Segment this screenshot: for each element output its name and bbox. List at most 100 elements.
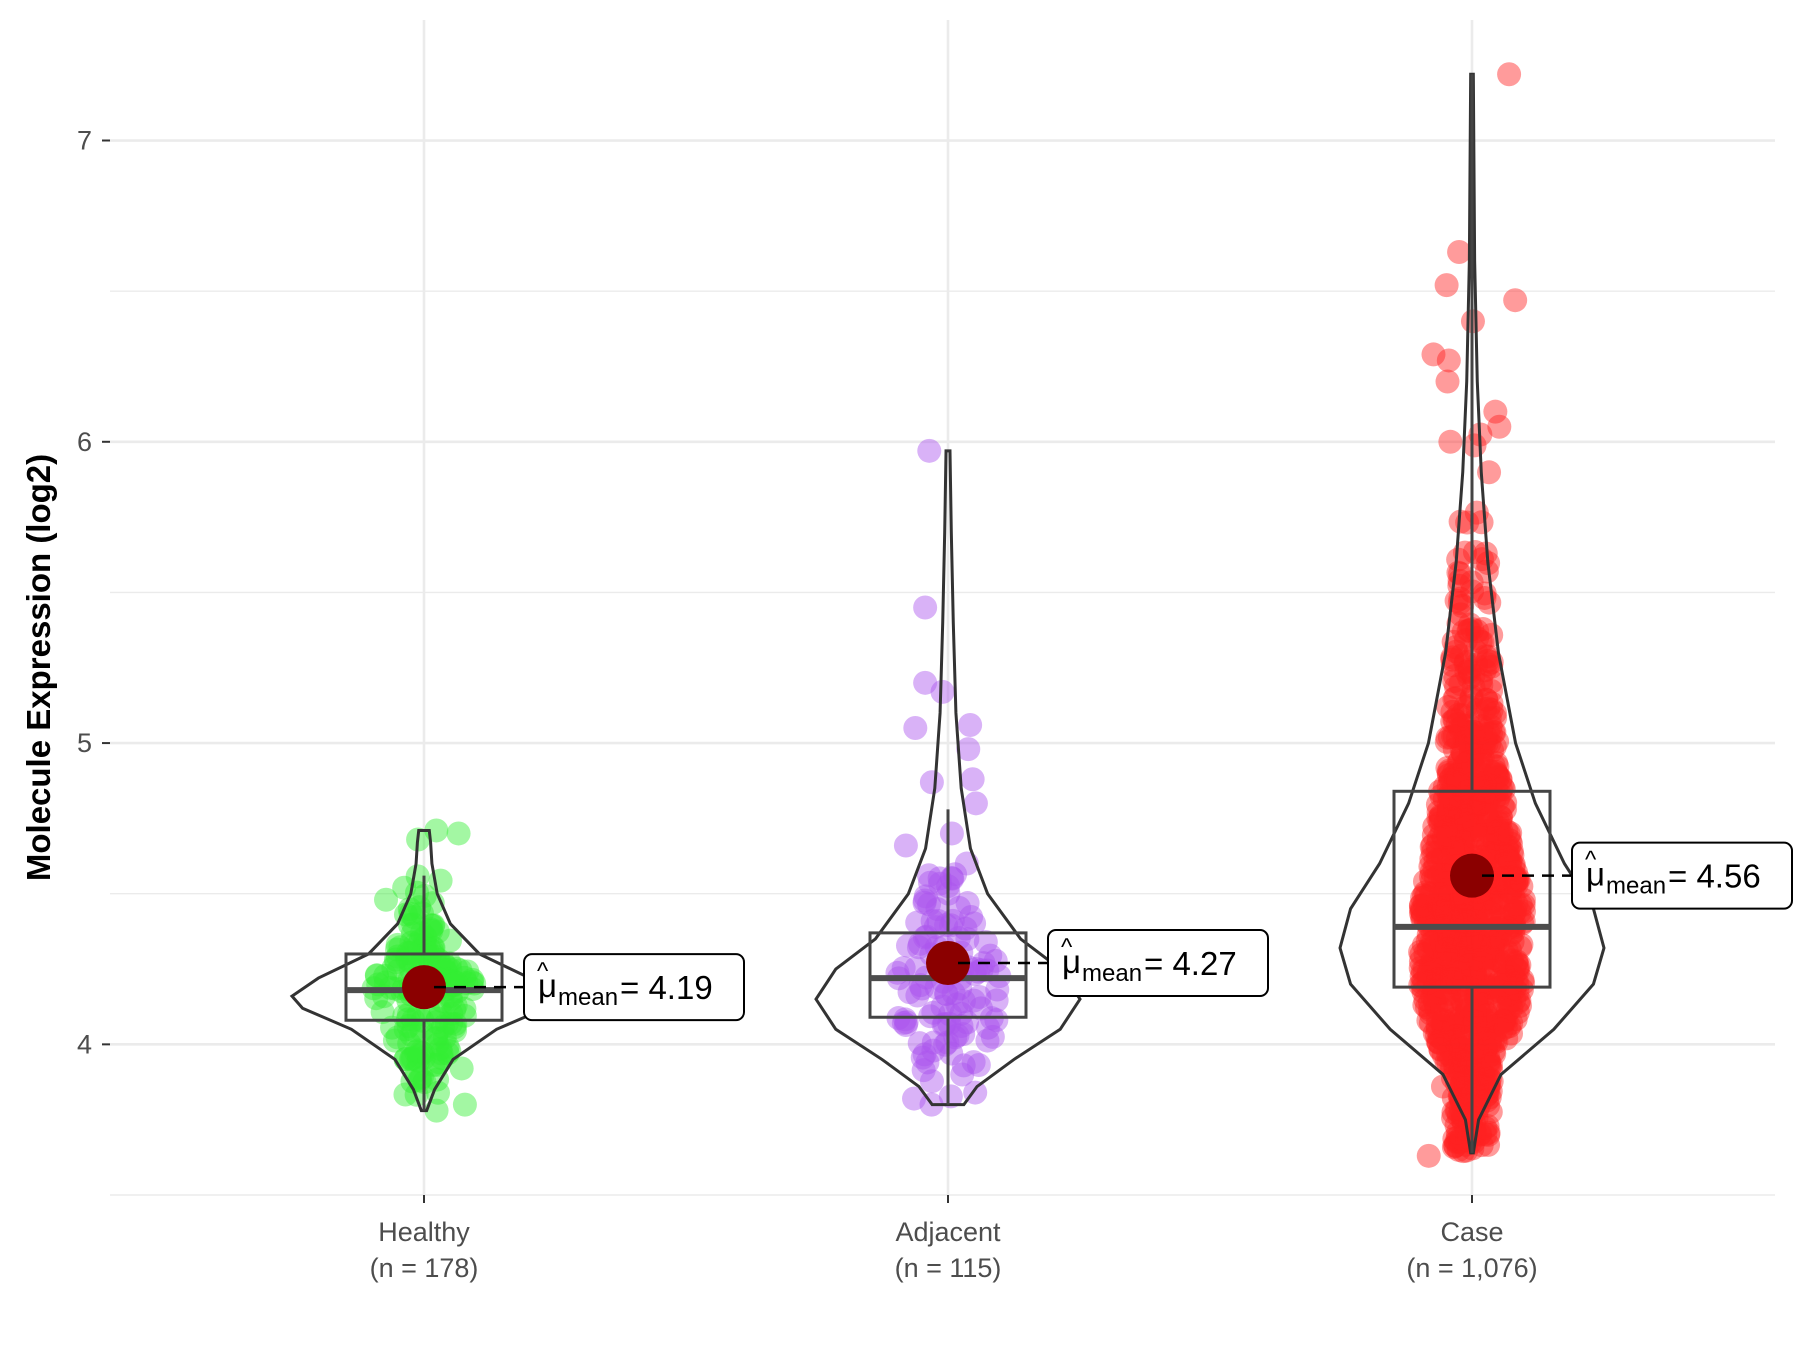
data-point — [452, 1092, 477, 1117]
data-point — [1428, 1037, 1453, 1062]
data-point — [893, 1012, 918, 1037]
data-point — [1450, 825, 1475, 850]
data-point — [1436, 1050, 1461, 1075]
data-point — [1466, 928, 1491, 953]
data-point — [1443, 763, 1468, 788]
data-point — [1470, 934, 1495, 959]
data-point — [1447, 760, 1472, 785]
data-point — [1463, 984, 1488, 1009]
data-point — [950, 1062, 975, 1087]
data-point — [1430, 1011, 1455, 1036]
data-point — [1461, 1054, 1486, 1079]
data-point — [1486, 933, 1511, 958]
data-point — [1462, 783, 1487, 808]
data-point — [1478, 900, 1503, 925]
data-point — [1447, 591, 1472, 616]
data-point — [1496, 965, 1521, 990]
mean-value-number: 4.19 — [648, 969, 712, 1006]
data-point — [1462, 956, 1487, 981]
data-point — [1474, 1036, 1499, 1061]
data-point — [904, 956, 929, 981]
data-point — [1453, 961, 1478, 986]
data-point — [1475, 1067, 1500, 1092]
data-point — [1418, 854, 1443, 879]
data-point — [1434, 729, 1459, 754]
data-point — [1417, 997, 1442, 1022]
data-point — [1441, 1135, 1466, 1160]
data-point — [1428, 882, 1453, 907]
box — [868, 931, 1028, 1019]
data-point — [1470, 745, 1495, 770]
data-point — [1443, 1028, 1468, 1053]
data-point — [1430, 1074, 1455, 1099]
data-point — [1438, 429, 1463, 454]
data-point — [1490, 865, 1515, 890]
data-point — [1447, 239, 1472, 264]
data-point — [431, 951, 456, 976]
data-point — [1428, 931, 1453, 956]
data-point — [1456, 694, 1481, 719]
data-point — [1456, 934, 1481, 959]
data-point — [1419, 881, 1444, 906]
data-point — [1468, 1072, 1493, 1097]
y-axis-title: Molecule Expression (log2) — [20, 454, 57, 881]
data-point — [1438, 970, 1463, 995]
data-point — [1436, 815, 1461, 840]
data-point — [1463, 963, 1488, 988]
data-point — [1427, 896, 1452, 921]
data-point — [1467, 1004, 1492, 1029]
data-point — [1499, 1011, 1524, 1036]
data-point — [1458, 1028, 1483, 1053]
data-point — [397, 1031, 422, 1056]
data-point — [407, 1066, 432, 1091]
data-point — [1446, 611, 1471, 636]
data-point — [917, 892, 942, 917]
data-point — [1474, 790, 1499, 815]
data-point — [1436, 804, 1461, 829]
data-point — [912, 888, 937, 913]
data-point — [1499, 839, 1524, 864]
data-point — [1478, 1028, 1503, 1053]
data-point — [1473, 729, 1498, 754]
data-point — [1508, 935, 1533, 960]
data-point — [1448, 672, 1473, 697]
data-point — [1503, 860, 1528, 885]
data-point — [1463, 1063, 1488, 1088]
data-point — [1469, 510, 1494, 535]
data-point — [1451, 1111, 1476, 1136]
data-point — [1428, 807, 1453, 832]
data-point — [1419, 931, 1444, 956]
data-point — [1447, 939, 1472, 964]
data-point — [448, 958, 473, 983]
data-point — [1456, 1101, 1481, 1126]
data-point — [1408, 893, 1433, 918]
data-point — [1477, 809, 1502, 834]
data-point — [1442, 800, 1467, 825]
data-point — [460, 967, 485, 992]
data-point — [1412, 992, 1437, 1017]
data-point — [1409, 964, 1434, 989]
data-point — [1471, 1007, 1496, 1032]
data-point — [1422, 934, 1447, 959]
data-point — [413, 932, 438, 957]
data-point — [1452, 941, 1477, 966]
data-point — [370, 1000, 395, 1025]
data-point — [1505, 954, 1530, 979]
mean-subscript: mean — [1606, 873, 1666, 900]
data-point — [1491, 1009, 1516, 1034]
data-point — [1485, 765, 1510, 790]
mean-symbol: μ — [1586, 856, 1605, 893]
data-point — [1443, 663, 1468, 688]
data-point — [945, 1023, 970, 1048]
data-point — [1450, 594, 1475, 619]
data-point — [1457, 811, 1482, 836]
data-point — [1443, 635, 1468, 660]
data-point — [1431, 1042, 1456, 1067]
data-point — [893, 1007, 918, 1032]
data-point — [1416, 959, 1441, 984]
data-point — [1409, 942, 1434, 967]
data-point — [1509, 977, 1534, 1002]
data-point — [1446, 971, 1471, 996]
data-point — [1433, 810, 1458, 835]
